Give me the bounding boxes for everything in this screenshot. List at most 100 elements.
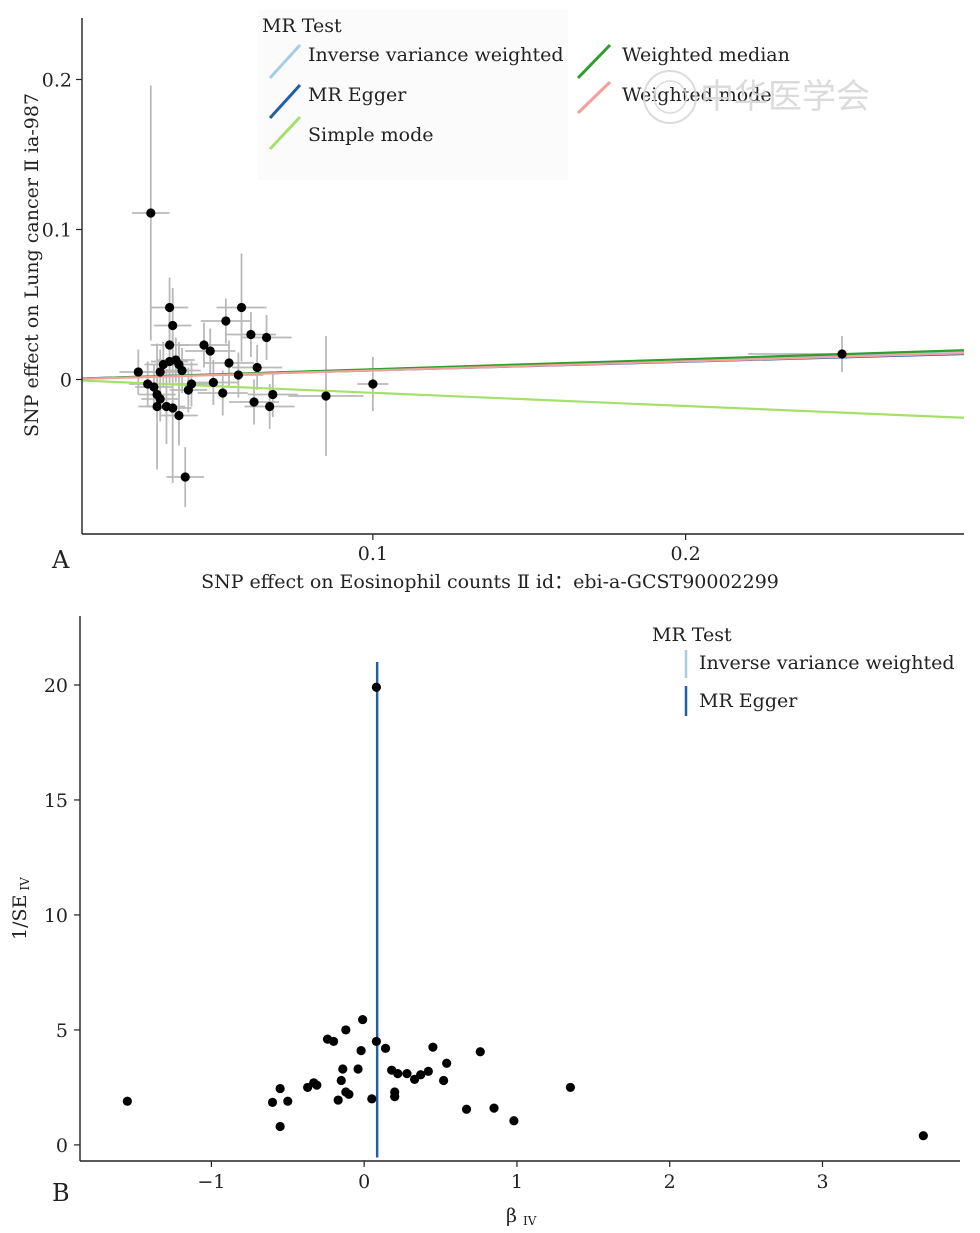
data-point [133,367,143,377]
data-point [371,1036,381,1047]
data-point [837,349,847,359]
data-point [333,1095,343,1105]
data-point [149,382,159,392]
data-point [249,397,259,407]
data-point [356,1046,366,1056]
data-point [174,410,184,421]
fit-line-simple-mode [81,379,965,419]
data-point [180,472,190,482]
data-point [423,1066,433,1076]
data-point [168,403,178,413]
legend-key-inverse-variance-weighted [268,43,302,80]
data-point [283,1096,293,1106]
data-point [246,329,256,340]
data-point [267,1097,278,1107]
x-title-subscript: IV [523,1214,537,1228]
legend-key-weighted-mode [576,80,612,115]
data-point [329,1036,339,1047]
panel-a-x-ticks: 0.1 0.2 [358,534,701,565]
data-point [261,332,272,343]
watermark-text: 中华医学会 [700,77,870,117]
data-point [252,362,262,373]
panel-b-x-axis-title: β IV [506,1205,537,1228]
data-point [336,1075,346,1086]
data-point [218,388,228,398]
data-point [208,377,218,388]
data-point [344,1089,354,1099]
legend-label: Simple mode [308,124,434,146]
panel-a-y-axis-title: SNP effect on Lung cancer Ⅱ ia-987 [21,93,43,437]
data-point [168,320,178,331]
data-point [509,1116,519,1126]
legend-key-simple-mode [268,115,302,151]
data-point [199,340,209,350]
panel-b-points [122,682,928,1141]
panel-a: MR Test Inverse variance weighted MR Egg… [21,10,965,593]
data-point [475,1047,485,1057]
data-point [439,1075,449,1086]
x-tick-label: 2 [664,1171,676,1193]
data-point [152,401,162,412]
y-title-main: 1/SE [9,895,31,940]
legend-label: Inverse variance weighted [308,44,564,66]
y-tick-label: 0.2 [42,70,72,92]
panel-a-letter: A [51,546,70,574]
data-point [428,1042,438,1052]
y-title-subscript: IV [18,877,32,891]
data-point [224,358,234,368]
panel-a-points [133,208,847,482]
panel-b-legend: MR Test Inverse variance weighted MR Egg… [652,624,955,716]
data-point [390,1092,400,1102]
panel-a-fit-lines [81,349,965,419]
panel-a-y-ticks: 0 0.1 0.2 [42,70,82,392]
data-point [371,682,381,692]
data-point [918,1131,928,1141]
legend-label: MR Egger [308,84,407,106]
data-point [186,379,197,389]
y-tick-label: 0 [60,370,72,392]
x-title-main: β [506,1205,517,1227]
data-point [164,302,175,313]
data-point [321,391,331,401]
x-tick-label: 0.2 [671,543,701,565]
data-point [489,1103,499,1113]
data-point [461,1104,472,1114]
x-tick-label: 0 [358,1171,370,1193]
y-tick-label: 20 [44,675,68,697]
legend-title: MR Test [652,624,732,646]
legend-label: Weighted median [622,44,790,66]
data-point [265,401,275,412]
y-tick-label: 5 [56,1020,68,1042]
watermark-seal-inner [653,80,687,114]
x-tick-label: 0.1 [358,543,388,565]
watermark-seal [643,70,697,124]
legend-key-weighted-median [576,43,612,80]
y-tick-label: 0.1 [42,220,72,242]
data-point [236,302,247,313]
data-point [393,1069,403,1079]
data-point [155,367,165,377]
x-tick-label: −1 [197,1171,225,1193]
panel-b-y-ticks: 0 5 10 15 20 [44,675,80,1157]
data-point [416,1070,426,1080]
y-tick-label: 10 [44,905,68,927]
legend-background [258,10,568,180]
data-point [233,370,243,380]
x-tick-label: 3 [816,1171,828,1193]
data-point [353,1064,363,1074]
watermark: 中华医学会 [643,70,870,124]
legend-label: MR Egger [699,690,798,712]
data-point [155,394,165,404]
panel-a-legend: MR Test Inverse variance weighted MR Egg… [258,10,790,180]
fit-line-weighted-mode [81,352,965,380]
data-point [565,1082,576,1093]
data-point [275,1121,285,1132]
data-point [367,1094,377,1104]
data-point [402,1069,412,1079]
data-point [312,1080,322,1090]
y-tick-label: 15 [44,790,68,812]
data-point [358,1014,368,1025]
panel-a-x-axis-title: SNP effect on Eosinophil counts Ⅱ id：ebi… [201,571,779,593]
data-point [146,208,156,218]
